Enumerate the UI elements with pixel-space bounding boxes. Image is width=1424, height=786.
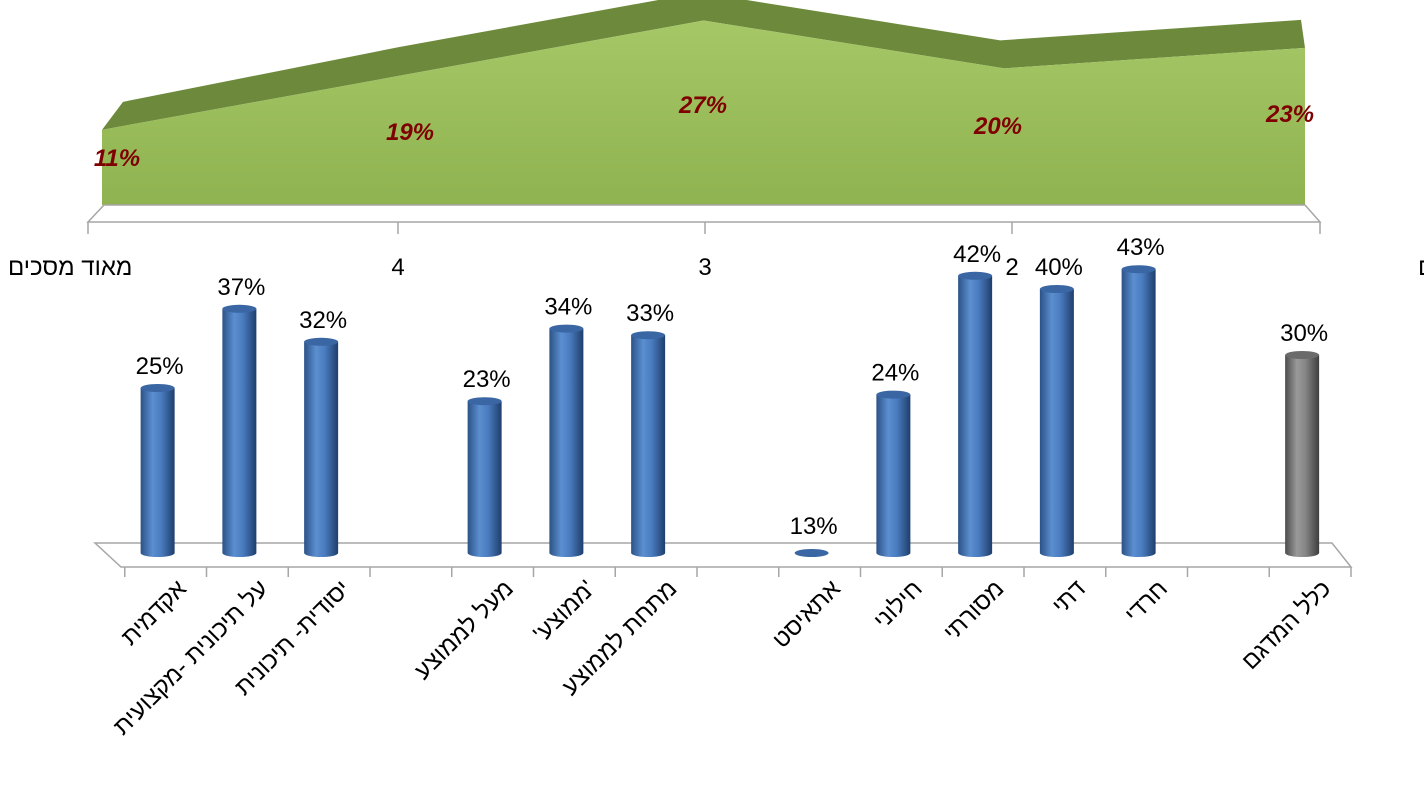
bar-body bbox=[1039, 289, 1074, 557]
category-label: מסורתי bbox=[938, 575, 1009, 646]
bar bbox=[1121, 265, 1156, 557]
bar bbox=[467, 397, 502, 557]
bar-data-label: 32% bbox=[299, 307, 347, 334]
area-chart: ממש לא-מסכים 2 3 4 מאוד מסכים 23% 20% 27% 19% 11% bbox=[8, 0, 1424, 281]
bar-top bbox=[794, 549, 829, 557]
bar-data-label: 43% bbox=[1117, 234, 1165, 261]
bar bbox=[549, 324, 584, 557]
bar-data-label: 42% bbox=[953, 241, 1001, 268]
x-tick-label: 2 bbox=[1005, 254, 1018, 281]
bar bbox=[794, 549, 829, 557]
bar-data-label: 40% bbox=[1035, 254, 1083, 281]
bar bbox=[304, 337, 339, 557]
bar-body bbox=[222, 308, 257, 557]
bar-top bbox=[549, 324, 584, 333]
area-data-label: 27% bbox=[678, 92, 727, 119]
bar-top bbox=[1121, 265, 1156, 274]
bar-floor bbox=[93, 542, 1353, 568]
bar bbox=[140, 384, 175, 557]
bar-top bbox=[140, 384, 175, 392]
bar-body bbox=[304, 341, 339, 557]
area-data-label: 20% bbox=[973, 113, 1022, 140]
bar-top bbox=[631, 331, 666, 340]
category-label: אתאיסט bbox=[767, 575, 845, 653]
bar bbox=[1039, 285, 1074, 557]
x-tick-label: ממש לא-מסכים bbox=[1418, 254, 1424, 281]
bar-data-label: 13% bbox=[790, 513, 838, 540]
area-top-surface bbox=[102, 0, 1305, 130]
bar bbox=[958, 271, 993, 557]
bar-body bbox=[958, 275, 993, 557]
bar-top bbox=[1039, 285, 1074, 293]
x-tick-label: מאוד מסכים bbox=[8, 254, 132, 281]
category-label: כלל המדגם bbox=[1237, 575, 1337, 675]
category-label: מעל לממוצע bbox=[409, 575, 519, 685]
bar-data-label: 34% bbox=[544, 294, 592, 321]
bar-top bbox=[958, 271, 993, 280]
area-data-label: 11% bbox=[94, 145, 140, 172]
bar-data-label: 24% bbox=[871, 360, 919, 387]
category-label: אקדמית bbox=[116, 575, 192, 651]
x-tick-label: 3 bbox=[698, 254, 711, 281]
category-label: 'ממוצע' bbox=[528, 575, 600, 647]
bar-top bbox=[304, 337, 339, 346]
bar-body bbox=[1285, 355, 1320, 557]
bar-data-label: 25% bbox=[136, 353, 184, 380]
bar-top bbox=[876, 390, 911, 399]
category-label: על תיכונית -מקצועית bbox=[108, 575, 273, 740]
category-label: חילוני bbox=[869, 575, 928, 634]
category-label: חרדי bbox=[1120, 575, 1173, 628]
bar bbox=[876, 390, 911, 557]
bar-body bbox=[1121, 269, 1156, 557]
bar-body bbox=[467, 401, 502, 557]
bar-data-label: 37% bbox=[217, 274, 265, 301]
bar bbox=[1285, 351, 1320, 557]
area-data-label: 19% bbox=[386, 119, 434, 146]
bar-body bbox=[549, 328, 584, 557]
bar-data-label: 23% bbox=[463, 366, 511, 393]
bar bbox=[631, 331, 666, 557]
x-tick-label: 4 bbox=[391, 254, 404, 281]
bar-top bbox=[467, 397, 502, 406]
bar-body bbox=[631, 335, 666, 557]
bar bbox=[222, 304, 257, 557]
bar-data-label: 33% bbox=[626, 300, 674, 327]
category-label: דתי bbox=[1047, 575, 1091, 619]
bar-top bbox=[222, 304, 257, 313]
bar-data-label: 30% bbox=[1280, 320, 1328, 347]
area-front-surface bbox=[102, 20, 1305, 205]
bar-chart: 30% כלל המדגם 43% חרדי 40% דתי 42% מסורתי 24% חיל… bbox=[93, 234, 1353, 741]
bar-body bbox=[140, 388, 175, 557]
area-data-label: 23% bbox=[1265, 101, 1314, 128]
bar-body bbox=[876, 394, 911, 557]
bar-top bbox=[1285, 351, 1320, 359]
area-floor bbox=[86, 204, 1322, 223]
